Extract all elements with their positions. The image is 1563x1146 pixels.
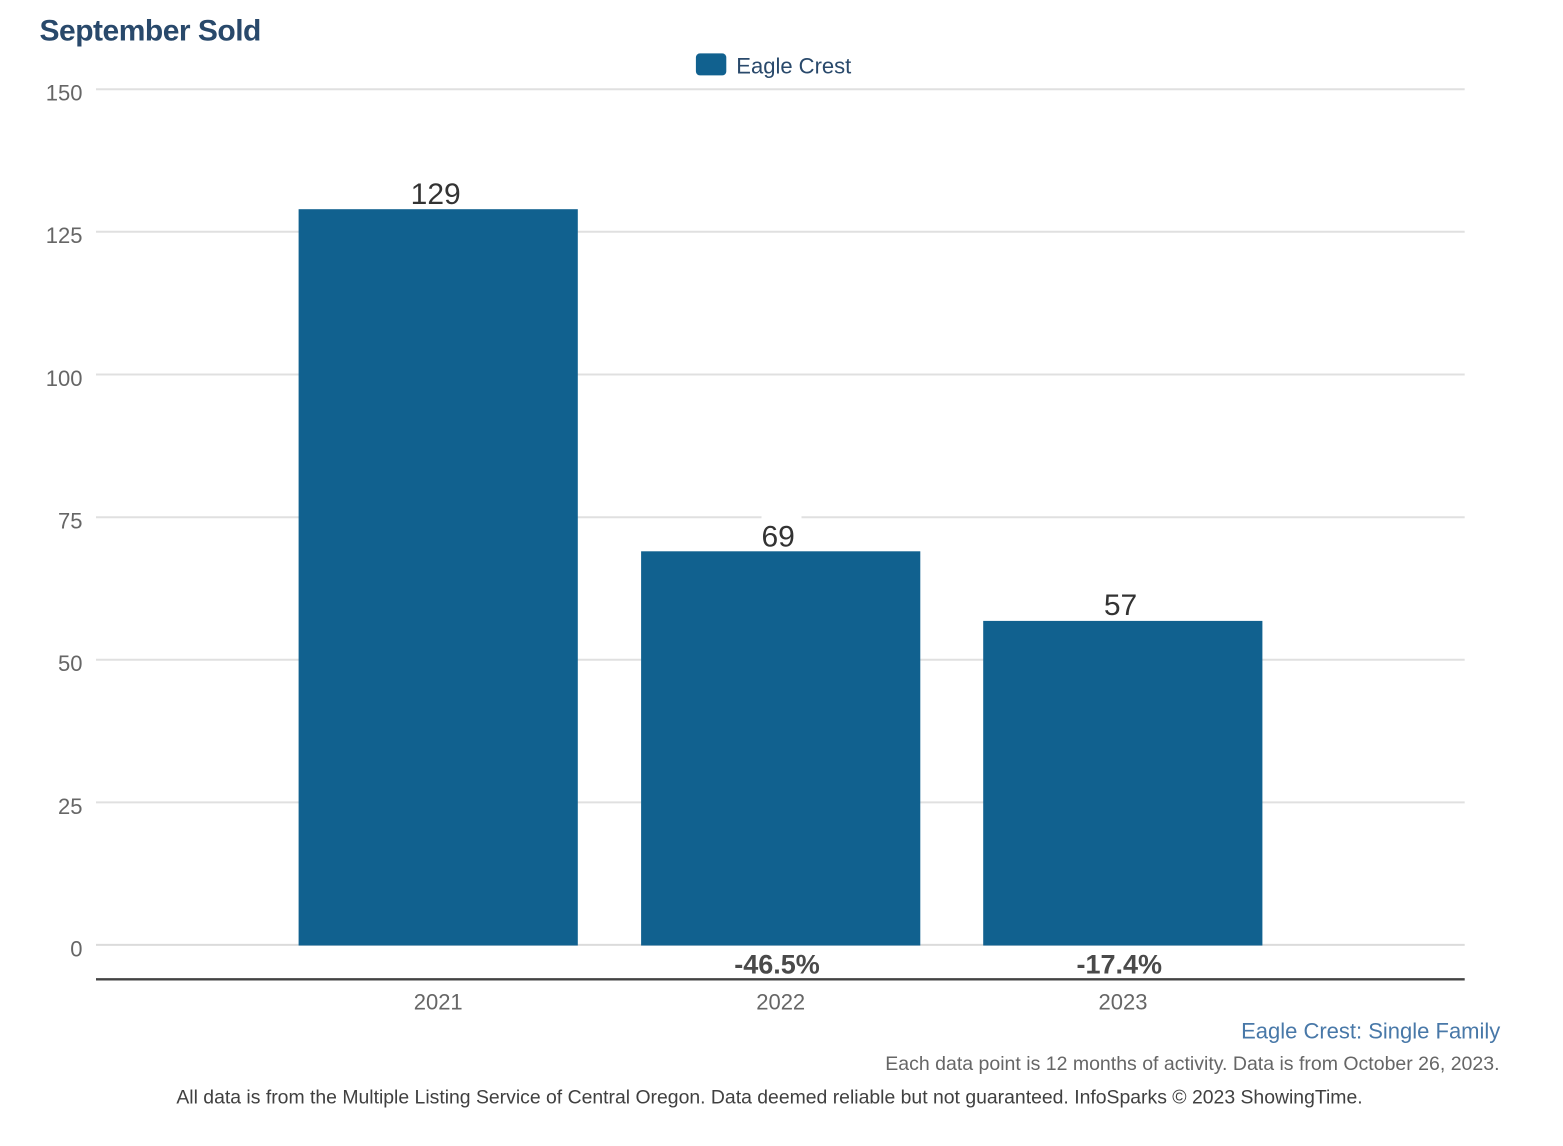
svg-text:150: 150 <box>46 81 83 106</box>
svg-text:75: 75 <box>58 509 82 534</box>
svg-text:50: 50 <box>58 651 82 676</box>
svg-text:2022: 2022 <box>756 990 805 1015</box>
svg-text:25: 25 <box>58 794 82 819</box>
svg-text:Eagle Crest: Single Family: Eagle Crest: Single Family <box>1241 1018 1500 1043</box>
svg-text:Eagle Crest: Eagle Crest <box>736 54 851 79</box>
svg-text:-17.4%: -17.4% <box>1077 950 1163 980</box>
svg-text:2021: 2021 <box>414 990 463 1015</box>
svg-text:0: 0 <box>70 936 82 961</box>
svg-text:57: 57 <box>1104 589 1137 622</box>
svg-text:2023: 2023 <box>1099 990 1148 1015</box>
svg-text:Each data point is 12 months o: Each data point is 12 months of activity… <box>885 1053 1499 1075</box>
svg-text:September Sold: September Sold <box>40 15 261 48</box>
svg-text:100: 100 <box>46 366 83 391</box>
svg-text:69: 69 <box>762 521 795 554</box>
svg-text:125: 125 <box>46 223 83 248</box>
svg-text:All data is from the Multiple: All data is from the Multiple Listing Se… <box>176 1086 1362 1108</box>
svg-text:129: 129 <box>411 178 461 211</box>
svg-text:-46.5%: -46.5% <box>734 950 820 980</box>
